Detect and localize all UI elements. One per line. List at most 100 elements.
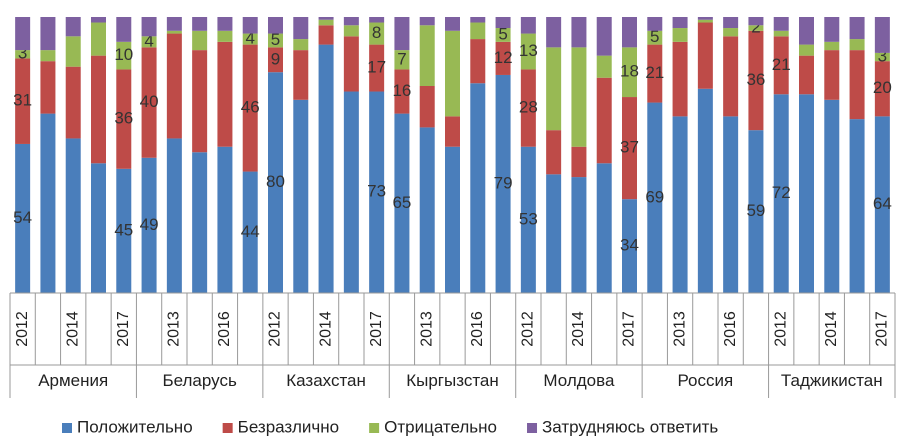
bar-segment: [394, 17, 410, 51]
bar-segment: [91, 163, 106, 293]
bar-segment: [571, 146, 587, 178]
bar-segment: [824, 41, 840, 51]
bar-segment: [849, 17, 865, 40]
bar-segment: [874, 52, 890, 62]
bar-segment: [40, 113, 56, 293]
bar-segment: [647, 44, 663, 103]
bar-segment: [116, 69, 132, 169]
bar-segment: [318, 19, 334, 26]
bar-segment: [723, 36, 739, 117]
bar-segment: [40, 61, 56, 114]
data-label: 2: [751, 18, 760, 37]
data-label: 45: [114, 220, 133, 239]
bar-segment: [166, 33, 182, 139]
x-tick-label: 2012: [267, 311, 284, 347]
bar-segment: [445, 30, 460, 117]
data-label: 46: [241, 98, 260, 117]
data-label: 53: [519, 209, 538, 228]
data-label: 73: [367, 182, 386, 201]
bar-segment: [242, 171, 258, 293]
data-label: 4: [245, 29, 254, 48]
bar-segment: [369, 22, 385, 45]
bar-segment: [318, 17, 334, 20]
data-label: 65: [392, 193, 411, 212]
bar-segment: [596, 163, 612, 293]
data-label: 5: [498, 24, 507, 43]
bar-segment: [520, 146, 536, 293]
group-label: Молдова: [543, 371, 615, 390]
data-label: 17: [367, 58, 386, 77]
bar-segment: [470, 39, 486, 84]
bar-segment: [394, 69, 410, 114]
bar-segment: [293, 39, 309, 51]
data-label: 36: [114, 109, 133, 128]
bar-segment: [546, 174, 562, 293]
bar-segment: [622, 97, 637, 200]
legend-label: Затрудняюсь ответить: [542, 417, 718, 436]
bar-segment: [419, 25, 435, 87]
legend-swatch: [369, 423, 380, 433]
data-label: 34: [620, 236, 639, 255]
data-label: 4: [144, 31, 153, 50]
bar-segment: [824, 99, 840, 293]
x-tick-label: 2016: [469, 311, 486, 347]
bar-segment: [217, 41, 233, 147]
data-label: 36: [746, 70, 765, 89]
data-label: 40: [140, 92, 159, 111]
data-label: 37: [620, 138, 639, 157]
bar-segment: [65, 17, 81, 37]
data-label: 69: [645, 187, 664, 206]
bar-segment: [166, 30, 182, 34]
bar-segment: [15, 58, 31, 144]
bar-segment: [723, 28, 739, 37]
bar-segment: [141, 47, 157, 158]
bar-segment: [849, 50, 865, 120]
bar-segment: [571, 17, 587, 48]
data-label: 21: [772, 55, 791, 74]
data-label: 80: [266, 172, 285, 191]
data-label: 20: [873, 78, 892, 97]
bar-segment: [546, 130, 562, 175]
bar-segment: [723, 17, 739, 29]
group-label: Казахстан: [286, 371, 366, 390]
bar-segment: [419, 86, 435, 128]
bar-segment: [672, 17, 688, 29]
bar-segment: [824, 50, 840, 100]
bar-segment: [596, 77, 612, 164]
bar-segment: [369, 44, 385, 92]
x-tick-label: 2014: [64, 311, 81, 347]
bar-segment: [697, 22, 713, 89]
group-label: Кыргызстан: [406, 371, 499, 390]
bar-segment: [343, 25, 359, 37]
x-tick-label: 2017: [368, 311, 385, 347]
group-label: Россия: [677, 371, 733, 390]
data-label: 54: [13, 208, 32, 227]
bar-segment: [849, 39, 865, 51]
bar-segment: [65, 66, 81, 139]
data-label: 44: [241, 222, 260, 241]
bar-segment: [65, 36, 81, 67]
legend-label: Отрицательно: [384, 417, 497, 436]
bar-segment: [596, 55, 612, 78]
bar-segment: [495, 74, 511, 294]
bar-segment: [647, 17, 663, 31]
bar-segment: [15, 50, 31, 59]
bar-segment: [824, 17, 840, 42]
bar-segment: [445, 17, 460, 31]
bar-segment: [369, 91, 385, 294]
bar-segment: [318, 44, 334, 293]
data-label: 5: [650, 27, 659, 46]
bar-segment: [470, 22, 486, 40]
bar-segment: [520, 69, 536, 147]
bar-segment: [192, 30, 208, 51]
bar-segment: [293, 99, 309, 293]
x-tick-label: 2013: [671, 311, 688, 347]
bar-segment: [495, 17, 511, 29]
bar-segment: [520, 33, 536, 70]
data-label: 31: [13, 91, 32, 110]
bar-segment: [622, 17, 637, 48]
bar-segment: [268, 33, 283, 48]
bar-segment: [748, 25, 764, 31]
bar-segment: [773, 17, 789, 31]
